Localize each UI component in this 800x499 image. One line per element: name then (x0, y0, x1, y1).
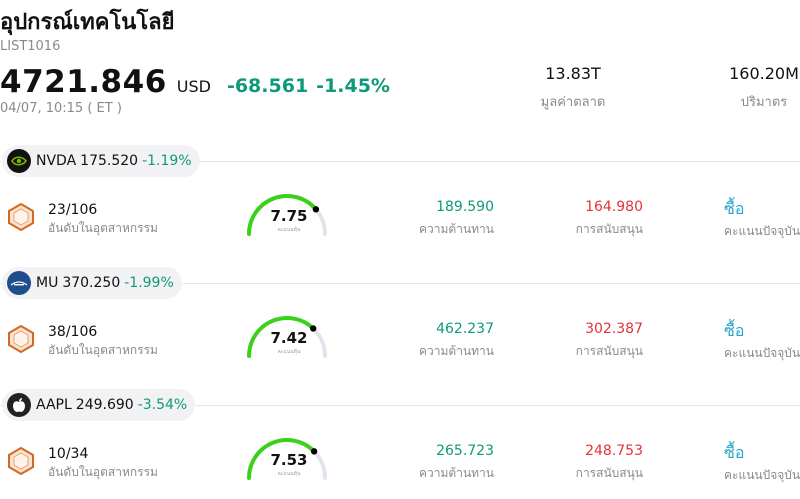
score-value: 7.75 (270, 207, 308, 225)
nvidia-logo-icon (7, 149, 31, 173)
price-change-pct: -1.45% (316, 75, 390, 97)
micron-logo-icon (7, 271, 31, 295)
score-label: คะแนนหุ้น (277, 227, 301, 233)
stock-pill[interactable]: AAPL 249.690 -3.54% (2, 389, 196, 421)
page-title: อุปกรณ์เทคโนโลยี (0, 10, 175, 35)
score-label: คะแนนหุ้น (277, 471, 301, 477)
support-value: 164.980 (585, 199, 643, 215)
stock-pill[interactable]: MU 370.250 -1.99% (2, 267, 182, 299)
stock-symbol: NVDA (36, 153, 77, 169)
stock-price: 175.520 (80, 153, 139, 169)
divider (0, 405, 800, 406)
stock-symbol: MU (36, 275, 59, 291)
rating-value[interactable]: ซื้อ (724, 443, 745, 462)
support-value: 302.387 (585, 321, 643, 337)
industry-rank-label: อันดับในอุตสาหกรรม (48, 221, 158, 235)
price-change: -68.561 (226, 75, 309, 97)
resistance-label: ความต้านทาน (419, 344, 494, 358)
stat-label: ปริมาตร (740, 95, 788, 110)
score-value: 7.53 (270, 451, 308, 469)
industry-rank: 23/106 (48, 202, 98, 218)
gauge-fill (247, 316, 316, 358)
resistance-label: ความต้านทาน (419, 222, 494, 236)
gauge-fill (247, 438, 317, 480)
support-label: การสนับสนุน (575, 222, 643, 236)
list-code: LIST1016 (0, 39, 61, 54)
timestamp: 04/07, 10:15 ( ET ) (0, 101, 122, 116)
stock-change: -1.19% (142, 153, 192, 169)
stock-pill[interactable]: NVDA 175.520 -1.19% (2, 145, 200, 177)
support-value: 248.753 (585, 443, 643, 459)
divider (0, 283, 800, 284)
score-label: คะแนนหุ้น (277, 349, 301, 355)
hexagon-rank-icon (8, 203, 34, 231)
score-gauge (247, 438, 327, 480)
apple-logo-icon (7, 393, 31, 417)
divider (0, 161, 800, 162)
stock-change: -1.99% (124, 275, 174, 291)
gauge-marker (309, 325, 317, 332)
rating-value[interactable]: ซื้อ (724, 199, 745, 218)
stock-price: 249.690 (75, 397, 134, 413)
support-label: การสนับสนุน (575, 466, 643, 480)
stock-change: -3.54% (137, 397, 188, 413)
industry-rank: 38/106 (48, 324, 98, 340)
industry-rank-label: อันดับในอุตสาหกรรม (48, 343, 158, 357)
gauge-fill (247, 194, 318, 236)
hexagon-rank-icon (8, 447, 34, 475)
currency: USD (176, 77, 211, 96)
rating-label: คะแนนปัจจุบัน (724, 346, 800, 360)
industry-rank: 10/34 (48, 446, 89, 462)
resistance-value: 462.237 (436, 321, 494, 337)
hexagon-rank-icon (8, 325, 34, 353)
score-gauge (247, 194, 327, 236)
support-label: การสนับสนุน (575, 344, 643, 358)
price-row: 4721.846 USD -68.561 -1.45% (0, 64, 390, 100)
stat-volume: 160.20M ปริมาตร (726, 64, 800, 112)
resistance-label: ความต้านทาน (419, 466, 494, 480)
rating-label: คะแนนปัจจุบัน (724, 468, 800, 482)
stock-row[interactable]: NVDA 175.520 -1.19% 23/106 อันดับในอุตสา… (0, 145, 800, 267)
resistance-value: 265.723 (436, 443, 494, 459)
gauge-marker (312, 206, 320, 213)
stock-row[interactable]: AAPL 249.690 -3.54% 10/34 อันดับในอุตสาห… (0, 389, 800, 499)
score-value: 7.42 (270, 329, 308, 347)
industry-rank-label: อันดับในอุตสาหกรรม (48, 465, 158, 479)
stat-value: 13.83T (545, 64, 601, 83)
stock-row[interactable]: MU 370.250 -1.99% 38/106 อันดับในอุตสาหก… (0, 267, 800, 389)
rating-label: คะแนนปัจจุบัน (724, 224, 800, 238)
stat-label: มูลค่าตลาด (540, 95, 606, 110)
stock-symbol: AAPL (36, 397, 72, 413)
stock-price: 370.250 (62, 275, 121, 291)
resistance-value: 189.590 (436, 199, 494, 215)
index-price: 4721.846 (0, 64, 167, 100)
rating-value[interactable]: ซื้อ (724, 321, 745, 340)
stat-value: 160.20M (729, 64, 799, 83)
score-gauge (247, 316, 327, 358)
stat-market-cap: 13.83T มูลค่าตลาด (536, 64, 610, 112)
gauge-marker (310, 448, 318, 455)
